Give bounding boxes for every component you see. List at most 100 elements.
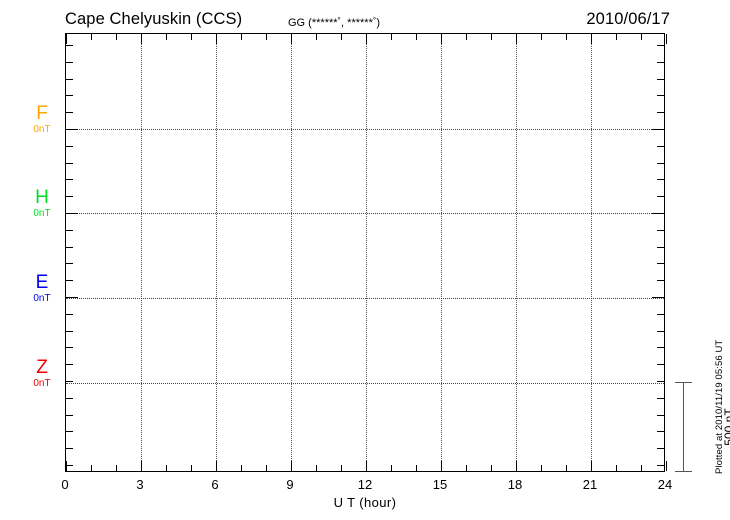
- y-axis-tick: [66, 229, 73, 231]
- geo-longitude-value: ******: [347, 17, 373, 29]
- x-axis-tick: [566, 465, 567, 471]
- x-axis-tick: [191, 465, 192, 471]
- x-axis-tick: [466, 34, 467, 40]
- x-axis-tick-label: 3: [136, 477, 144, 492]
- x-axis-tick: [91, 34, 92, 40]
- y-axis-tick: [657, 61, 664, 63]
- x-axis-tick: [666, 461, 667, 471]
- x-axis-tick: [391, 465, 392, 471]
- vertical-gridline: [216, 34, 217, 471]
- y-axis-tick: [657, 330, 664, 332]
- zero-gridline-e: [66, 298, 664, 299]
- y-axis-tick: [657, 246, 664, 248]
- x-axis-tick: [116, 465, 117, 471]
- plotted-at-timestamp: Plotted at 2010/11/19 05:56 UT: [714, 339, 725, 474]
- x-axis-tick: [641, 465, 642, 471]
- y-axis-tick: [66, 448, 73, 450]
- y-axis-tick: [657, 78, 664, 80]
- y-axis-tick: [66, 112, 73, 114]
- geographic-coordinates: GG (******°, ******°): [288, 16, 381, 29]
- x-axis-tick: [441, 461, 442, 471]
- x-axis-tick: [516, 461, 517, 471]
- component-label-f: F 0nT: [22, 104, 62, 136]
- x-axis-tick: [241, 465, 242, 471]
- y-axis-tick: [66, 162, 73, 164]
- x-axis-tick: [566, 34, 567, 40]
- x-axis-tick: [666, 34, 667, 44]
- x-axis-tick: [416, 465, 417, 471]
- y-axis-tick: [66, 45, 73, 46]
- y-axis-tick: [657, 179, 664, 181]
- vertical-gridline: [516, 34, 517, 471]
- y-axis-tick: [66, 196, 73, 198]
- plot-date: 2010/06/17: [586, 10, 670, 28]
- x-axis-tick: [116, 34, 117, 40]
- x-axis-tick: [591, 34, 592, 44]
- y-axis-tick: [66, 61, 73, 63]
- geo-latitude-value: ******: [311, 17, 338, 29]
- y-axis-tick: [657, 45, 664, 46]
- x-axis-tick: [616, 34, 617, 40]
- x-axis-tick-label: 24: [657, 477, 673, 492]
- component-letter-z: Z: [36, 357, 48, 378]
- latitude-degree-icon: °: [337, 16, 342, 25]
- x-axis-tick: [216, 34, 217, 44]
- zero-gridline-f: [66, 129, 664, 130]
- x-axis-tick-label: 15: [432, 477, 448, 492]
- y-axis-tick: [66, 465, 73, 466]
- y-axis-tick: [66, 397, 73, 399]
- vertical-gridline: [441, 34, 442, 471]
- x-axis-tick: [366, 34, 367, 44]
- component-baseline-h: 0nT: [33, 208, 51, 219]
- x-axis-tick: [316, 34, 317, 40]
- x-axis-tick-label: 9: [286, 477, 294, 492]
- x-axis-tick: [391, 34, 392, 40]
- y-axis-tick: [657, 347, 664, 349]
- x-axis-tick: [141, 461, 142, 471]
- y-axis-tick: [657, 112, 664, 114]
- y-axis-tick: [66, 179, 73, 181]
- plot-frame: [65, 33, 667, 472]
- y-axis-tick: [657, 364, 664, 366]
- y-axis-tick: [66, 431, 73, 433]
- y-axis-tick: [657, 263, 664, 265]
- y-axis-tick: [66, 78, 73, 80]
- x-axis-tick: [291, 34, 292, 44]
- x-axis-tick-label: 6: [211, 477, 219, 492]
- vertical-gridline: [291, 34, 292, 471]
- zero-gridline-h: [66, 213, 664, 214]
- x-axis-tick: [316, 465, 317, 471]
- x-axis-tick: [66, 461, 67, 471]
- x-axis-tick: [266, 34, 267, 40]
- y-axis-tick: [657, 397, 664, 399]
- x-axis-tick: [216, 461, 217, 471]
- x-axis-tick: [191, 34, 192, 40]
- y-axis-tick: [66, 347, 73, 349]
- x-axis-tick-label: 12: [357, 477, 373, 492]
- component-label-e: E 0nT: [22, 273, 62, 305]
- y-axis-tick: [657, 229, 664, 231]
- x-axis-tick-label: 0: [61, 477, 69, 492]
- x-axis-tick-label: 18: [507, 477, 523, 492]
- x-axis-tick: [516, 34, 517, 44]
- y-axis-tick: [652, 213, 664, 214]
- y-axis-tick: [66, 313, 73, 315]
- x-axis-tick: [266, 465, 267, 471]
- x-axis-tick: [541, 34, 542, 40]
- vertical-gridline: [141, 34, 142, 471]
- y-axis-tick: [657, 414, 664, 416]
- x-axis-tick: [441, 34, 442, 44]
- component-label-h: H 0nT: [22, 188, 62, 220]
- y-axis-tick: [66, 145, 73, 147]
- component-letter-f: F: [36, 103, 48, 124]
- y-axis-tick: [652, 129, 664, 130]
- y-axis-tick: [66, 95, 73, 97]
- y-axis-tick: [657, 465, 664, 466]
- x-axis-title: U T (hour): [333, 495, 397, 510]
- x-axis-tick: [241, 34, 242, 40]
- x-axis-tick: [166, 465, 167, 471]
- y-axis-tick: [657, 162, 664, 164]
- zero-gridline-z: [66, 383, 664, 384]
- x-axis-tick: [591, 461, 592, 471]
- y-axis-tick: [66, 263, 73, 265]
